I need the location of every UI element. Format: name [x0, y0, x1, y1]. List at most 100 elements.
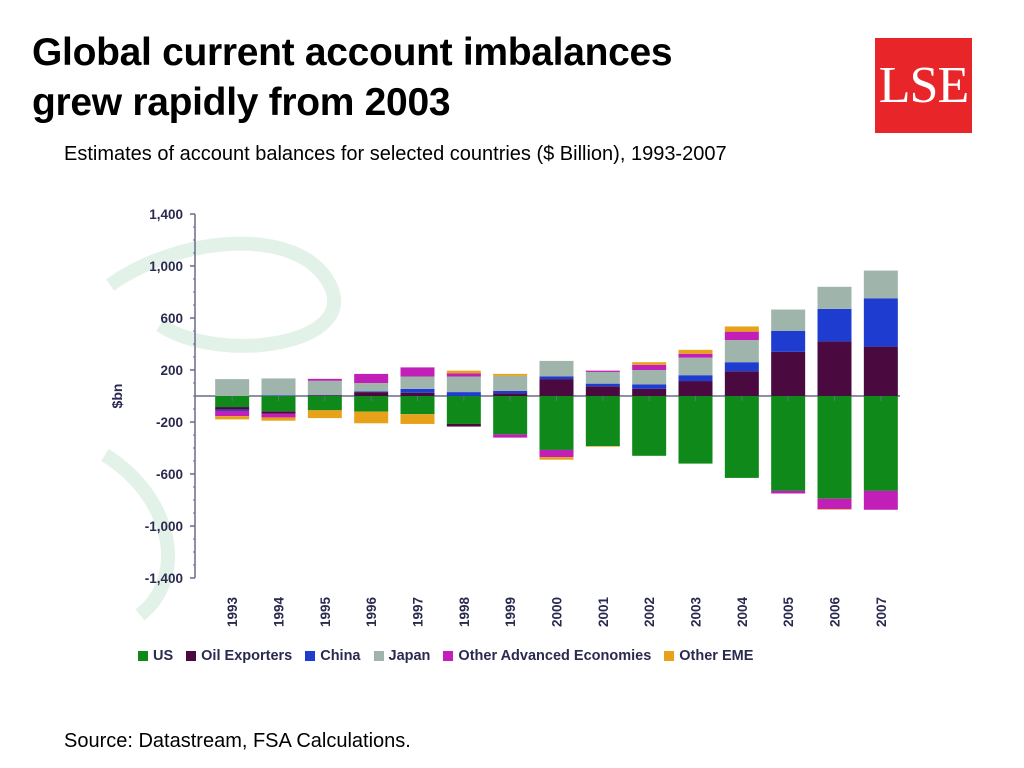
bar-segment [539, 376, 574, 380]
bar-segment [817, 286, 852, 309]
bar-segment [400, 392, 435, 396]
bar-segment [771, 396, 806, 491]
x-tick-label: 1999 [503, 597, 518, 627]
x-tick-label: 2003 [689, 596, 704, 627]
bar-segment [261, 413, 296, 418]
bar-segment [771, 490, 806, 494]
bar-segment [724, 396, 759, 478]
bar-segment [863, 270, 898, 299]
bar-segment [446, 370, 481, 374]
bar-segment [215, 396, 250, 408]
bar-segment [539, 396, 574, 450]
x-tick-label: 1994 [272, 596, 287, 627]
bar-segment [632, 362, 667, 365]
bar-segment [724, 362, 759, 372]
legend-item: Japan [373, 648, 431, 664]
bar-segment [863, 490, 898, 510]
source-note: Source: Datastream, FSA Calculations. [64, 730, 411, 752]
x-tick-label: 2000 [550, 597, 565, 627]
legend-label: Other Advanced Economies [458, 648, 652, 664]
chart-subtitle: Estimates of account balances for select… [64, 143, 727, 165]
bar-segment [493, 390, 528, 394]
stacked-bar-chart: 1,400 1,000 600 200 -200 -600 -1,000 -1,400 $bn 1… [101, 207, 900, 627]
bar-segment [446, 373, 481, 377]
bar-segment [678, 381, 713, 396]
lse-logo: LSE [875, 38, 972, 133]
bar-segment [863, 346, 898, 396]
bar-segment [400, 388, 435, 393]
bar-segment [354, 392, 389, 396]
y-tick-label: -1,400 [145, 571, 183, 586]
bar-segment [354, 383, 389, 392]
bar-segment [354, 373, 389, 383]
bar-segment [307, 378, 342, 381]
bar-segment [539, 360, 574, 377]
x-tick-label: 2001 [596, 596, 611, 627]
y-tick-label: 600 [160, 311, 183, 326]
bar-segment [354, 391, 389, 393]
bar-segment [261, 395, 296, 396]
x-tick-label: 1997 [411, 597, 426, 627]
bar-segment [817, 396, 852, 499]
background-swirl [101, 449, 175, 621]
legend-swatch [186, 651, 197, 661]
legend-label: US [153, 648, 174, 664]
bar-segment [539, 457, 574, 460]
bar-segment [493, 373, 528, 376]
bar-segment [261, 411, 296, 414]
bar-segment [400, 396, 435, 415]
legend-item: Other Advanced Economies [443, 648, 651, 664]
bar-segment [446, 392, 481, 396]
legend-label: Oil Exporters [201, 648, 293, 664]
bar-segment [678, 357, 713, 376]
bar-segment [771, 351, 806, 396]
x-tick-label: 2007 [874, 597, 889, 627]
bar-segment [400, 376, 435, 389]
bar-segment [307, 396, 342, 411]
bar-segment [585, 386, 620, 396]
bar-segment [446, 376, 481, 393]
y-tick-label: -200 [156, 415, 183, 430]
bar-segment [817, 341, 852, 396]
bar-segment [215, 416, 250, 420]
bar-segment [493, 375, 528, 391]
y-axis-label: $bn [109, 384, 125, 409]
bar-segment [354, 396, 389, 412]
bar-segment [400, 414, 435, 424]
legend-swatch [305, 651, 316, 661]
bar-segment [400, 367, 435, 377]
legend-item: Oil Exporters [186, 648, 292, 664]
y-tick-label: 200 [160, 363, 183, 378]
bar-segment [307, 395, 342, 396]
bar-segment [261, 417, 296, 421]
bar-segment [261, 396, 296, 412]
x-tick-label: 2004 [735, 596, 750, 627]
legend-item: China [305, 648, 361, 664]
bar-segment [724, 340, 759, 363]
legend-swatch [443, 651, 454, 661]
legend-label: Japan [388, 648, 431, 664]
bar-segment [307, 410, 342, 419]
bar-segment [585, 370, 620, 372]
bar-segment [215, 409, 250, 411]
bar-segment [493, 396, 528, 435]
legend-swatch [664, 651, 675, 661]
y-tick-label: -1,000 [145, 519, 183, 534]
bar-segment [632, 370, 667, 385]
bar-segment [585, 396, 620, 447]
bar-segment [307, 380, 342, 396]
bar-segment [354, 411, 389, 424]
x-tick-label: 1996 [364, 596, 379, 627]
slide-title: Global current account imbalances grew r… [32, 28, 832, 128]
bar-segment [632, 388, 667, 396]
bar-segment [493, 393, 528, 396]
bar-segment [724, 326, 759, 332]
title-line-1: Global current account imbalances [32, 31, 673, 74]
x-tick-label: 2002 [642, 597, 657, 627]
bar-segment [632, 396, 667, 456]
legend-label: Other EME [679, 648, 754, 664]
legend-item: US [138, 648, 173, 664]
bar-segment [771, 331, 806, 352]
x-tick-label: 1993 [225, 596, 240, 627]
y-tick-label: 1,400 [149, 207, 183, 222]
